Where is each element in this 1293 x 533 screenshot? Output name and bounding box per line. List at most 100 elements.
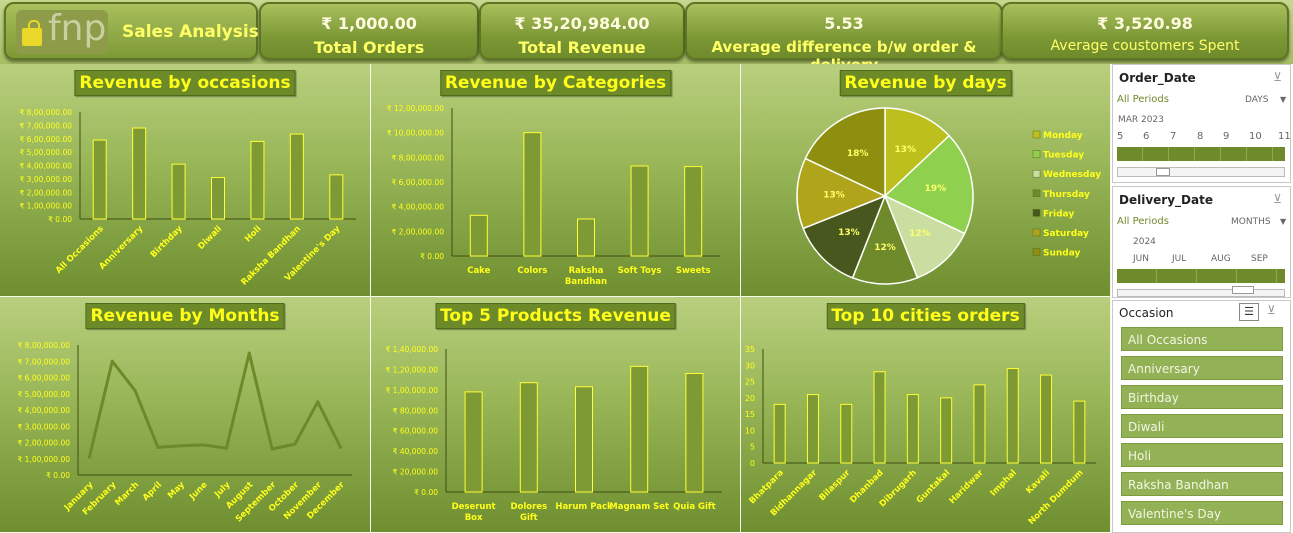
timeline-tick: 8	[1197, 131, 1204, 142]
gift-icon	[22, 28, 42, 46]
y-tick-label: ₹ 80,000.00	[393, 406, 439, 415]
scroll-thumb[interactable]	[1156, 168, 1170, 176]
bar	[92, 139, 107, 220]
pie-slice	[796, 157, 887, 230]
kpi-value: ₹ 3,520.98	[1097, 14, 1193, 33]
occasion-item[interactable]: Anniversary	[1121, 356, 1283, 380]
data-point	[202, 443, 206, 447]
data-point	[293, 442, 297, 446]
logo-tile: fnp Sales Analysis	[4, 2, 259, 60]
occasion-item[interactable]: Holi	[1121, 443, 1283, 467]
occasion-item[interactable]: All Occasions	[1121, 327, 1283, 351]
y-tick-label: ₹ 0.00	[48, 215, 72, 224]
slice-label: 13%	[838, 228, 860, 238]
timeline-tick: 5	[1117, 131, 1124, 142]
revenue-by-days-chart: 13% 19% 12% 12% 13% 13% 18% Monday Tuesday Wednes…	[796, 107, 1101, 285]
y-tick-label: 15	[745, 410, 755, 419]
x-tick-label: Haridwar	[948, 467, 987, 506]
data-point	[247, 351, 251, 355]
y-tick-label: ₹ 0.00	[414, 488, 438, 497]
chart-title: Revenue by days	[839, 70, 1012, 96]
data-point	[110, 359, 114, 363]
occasion-item[interactable]: Valentine's Day	[1121, 501, 1283, 525]
y-tick-label: ₹ 3,00,000.00	[18, 422, 71, 431]
timeline-scrollbar[interactable]	[1117, 286, 1285, 297]
bar	[577, 218, 595, 257]
y-tick-label: ₹ 20,000.00	[393, 468, 439, 477]
data-point	[156, 445, 160, 449]
y-tick-label: ₹ 7,00,000.00	[18, 357, 71, 366]
kpi-total-revenue: ₹ 35,20,984.00 Total Revenue	[479, 2, 685, 60]
logo-text: fnp	[48, 8, 107, 49]
timeline-scrollbar[interactable]	[1117, 167, 1285, 177]
timeline-tick: 6	[1143, 131, 1150, 142]
slice-label: 18%	[847, 149, 869, 159]
top-cities-chart: 05101520253035BhatparaBidhannagarBilaspu…	[745, 345, 1096, 527]
occasion-item[interactable]: Birthday	[1121, 385, 1283, 409]
legend-swatch	[1032, 189, 1041, 198]
occasion-item[interactable]: Raksha Bandhan	[1121, 472, 1283, 496]
multi-select-icon[interactable]: ☰	[1239, 303, 1259, 321]
y-tick-label: ₹ 2,00,000.00	[392, 227, 445, 236]
period-label: All Periods	[1117, 216, 1169, 227]
delivery-date-timeline[interactable]: Delivery_Date ⊻ All Periods MONTHS ▼ 202…	[1112, 186, 1291, 298]
time-level-select[interactable]: DAYS	[1245, 95, 1269, 105]
slice-label: 12%	[909, 229, 931, 239]
bar	[940, 397, 953, 464]
data-point	[339, 445, 343, 449]
legend-label: Wednesday	[1043, 170, 1101, 180]
chart-title: Revenue by Months	[85, 303, 285, 329]
legend-swatch	[1032, 209, 1041, 217]
chart-title: Top 5 Products Revenue	[435, 303, 676, 329]
bar	[575, 386, 593, 493]
y-tick-label: ₹ 4,00,000.00	[18, 406, 71, 415]
bar	[523, 132, 542, 257]
legend-swatch	[1032, 228, 1041, 237]
kpi-total-orders: ₹ 1,000.00 Total Orders	[259, 2, 479, 60]
timeline-tick: 9	[1223, 131, 1230, 142]
y-tick-label: ₹ 6,00,000.00	[20, 135, 73, 144]
clear-filter-icon[interactable]: ⊻	[1273, 192, 1282, 206]
fnp-logo: fnp	[16, 8, 108, 54]
period-label: All Periods	[1117, 94, 1169, 105]
x-tick-label: May	[166, 480, 187, 501]
data-point	[87, 455, 91, 459]
chevron-down-icon[interactable]: ▼	[1280, 217, 1287, 226]
panel-top-cities: Top 10 cities orders 0 5 10 15 20 25 30 35 Bhatp…	[741, 297, 1111, 533]
data-point	[133, 389, 137, 392]
timeline-bar[interactable]	[1117, 269, 1285, 283]
timeline-tick: JUN	[1133, 254, 1149, 264]
bar	[519, 382, 538, 493]
scroll-thumb[interactable]	[1232, 286, 1254, 294]
timeline-bar[interactable]	[1117, 147, 1285, 161]
time-level-select[interactable]: MONTHS	[1231, 217, 1271, 227]
y-tick-label: ₹ 6,00,000.00	[392, 178, 445, 187]
pie-slice	[804, 107, 886, 198]
bar	[630, 165, 649, 257]
timeline-tick: 7	[1170, 131, 1177, 142]
timeline-tick: 11	[1278, 131, 1291, 142]
chevron-down-icon[interactable]: ▼	[1280, 95, 1287, 104]
revenue-by-months-chart: ₹ 0.00 ₹ 1,00,000.00 ₹ 2,00,000.00 ₹ 3,00,0…	[18, 341, 352, 524]
x-tick-label: All Occasions	[54, 224, 106, 276]
y-tick-label: ₹ 12,00,000.00	[387, 104, 444, 113]
slice-label: 13%	[894, 145, 916, 155]
clear-filter-icon[interactable]: ⊻	[1267, 303, 1276, 317]
bar	[873, 371, 886, 464]
bar	[906, 394, 919, 464]
legend-label: Monday	[1043, 131, 1083, 141]
x-tick-label: Raksha	[569, 266, 604, 276]
legend-swatch	[1032, 150, 1041, 158]
order-date-timeline[interactable]: Order_Date ⊻ All Periods DAYS ▼ MAR 2023…	[1112, 64, 1291, 183]
x-tick-label: June	[187, 480, 210, 503]
kpi-value: ₹ 1,000.00	[321, 14, 417, 33]
occasion-slicer[interactable]: Occasion ☰ ⊻ All Occasions Anniversary B…	[1112, 300, 1291, 533]
clear-filter-icon[interactable]: ⊻	[1273, 70, 1282, 84]
chart-title: Revenue by Categories	[439, 70, 672, 96]
month-label: MAR 2023	[1118, 115, 1164, 125]
kpi-average-spend: ₹ 3,520.98 Average coustomers Spent	[1001, 2, 1289, 60]
panel-revenue-by-months: Revenue by Months ₹ 0.00 ₹ 1,00,000.00 ₹ 2…	[0, 297, 371, 533]
legend-swatch	[1032, 130, 1041, 139]
occasion-item[interactable]: Diwali	[1121, 414, 1283, 438]
slicer-title: Order_Date	[1119, 71, 1196, 85]
